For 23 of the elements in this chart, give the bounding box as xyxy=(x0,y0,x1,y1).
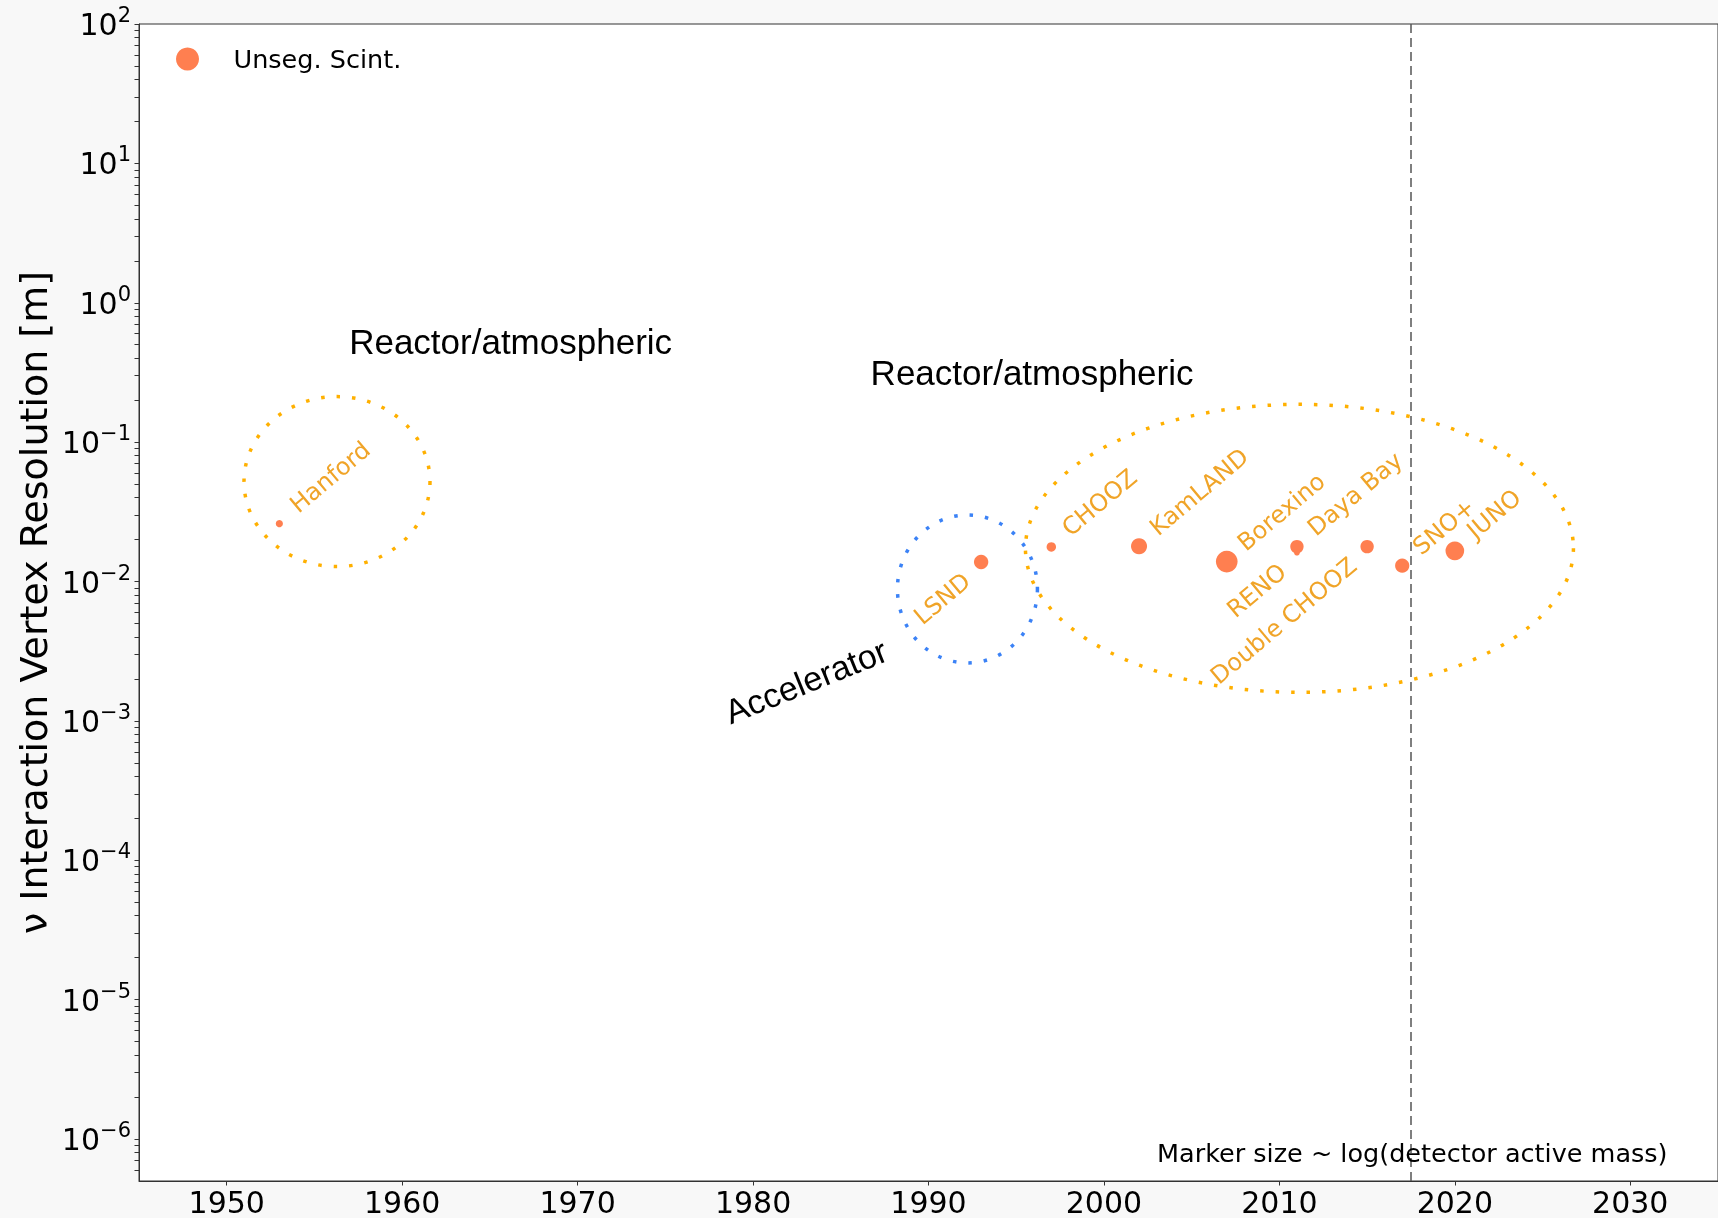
y-axis-title: ν Interaction Vertex Resolution [m] xyxy=(12,270,56,935)
y-tick-label: 10$^{−6}$ xyxy=(61,1117,131,1157)
x-tick-label: 1960 xyxy=(363,1184,441,1218)
x-tick-label: 1970 xyxy=(539,1184,616,1218)
y-tick-label: 10$^{−5}$ xyxy=(61,978,131,1018)
annotation: Reactor/atmospheric xyxy=(349,321,673,361)
y-tick-label: 10$^{0}$ xyxy=(79,281,131,321)
y-tick-label: 10$^{−4}$ xyxy=(61,838,131,878)
x-tick-label: 2010 xyxy=(1241,1184,1318,1218)
y-tick-label: 10$^{−3}$ xyxy=(61,699,131,739)
x-tick-label: 1980 xyxy=(714,1184,792,1218)
legend-label: Unseg. Scint. xyxy=(233,44,402,74)
annotation: Reactor/atmospheric xyxy=(870,352,1194,392)
y-tick-label: 10$^{2}$ xyxy=(79,2,131,42)
y-tick-label: 10$^{−2}$ xyxy=(61,560,131,600)
x-tick-label: 2030 xyxy=(1592,1184,1669,1218)
x-tick-label: 1950 xyxy=(188,1184,265,1218)
x-tick-label: 1990 xyxy=(890,1184,967,1218)
x-tick-label: 2020 xyxy=(1416,1184,1494,1218)
y-tick-label: 10$^{1}$ xyxy=(79,141,131,181)
annotation: Marker size ~ log(detector active mass) xyxy=(1157,1137,1668,1168)
x-tick-label: 2000 xyxy=(1065,1184,1143,1218)
y-tick-label: 10$^{−1}$ xyxy=(61,420,131,460)
